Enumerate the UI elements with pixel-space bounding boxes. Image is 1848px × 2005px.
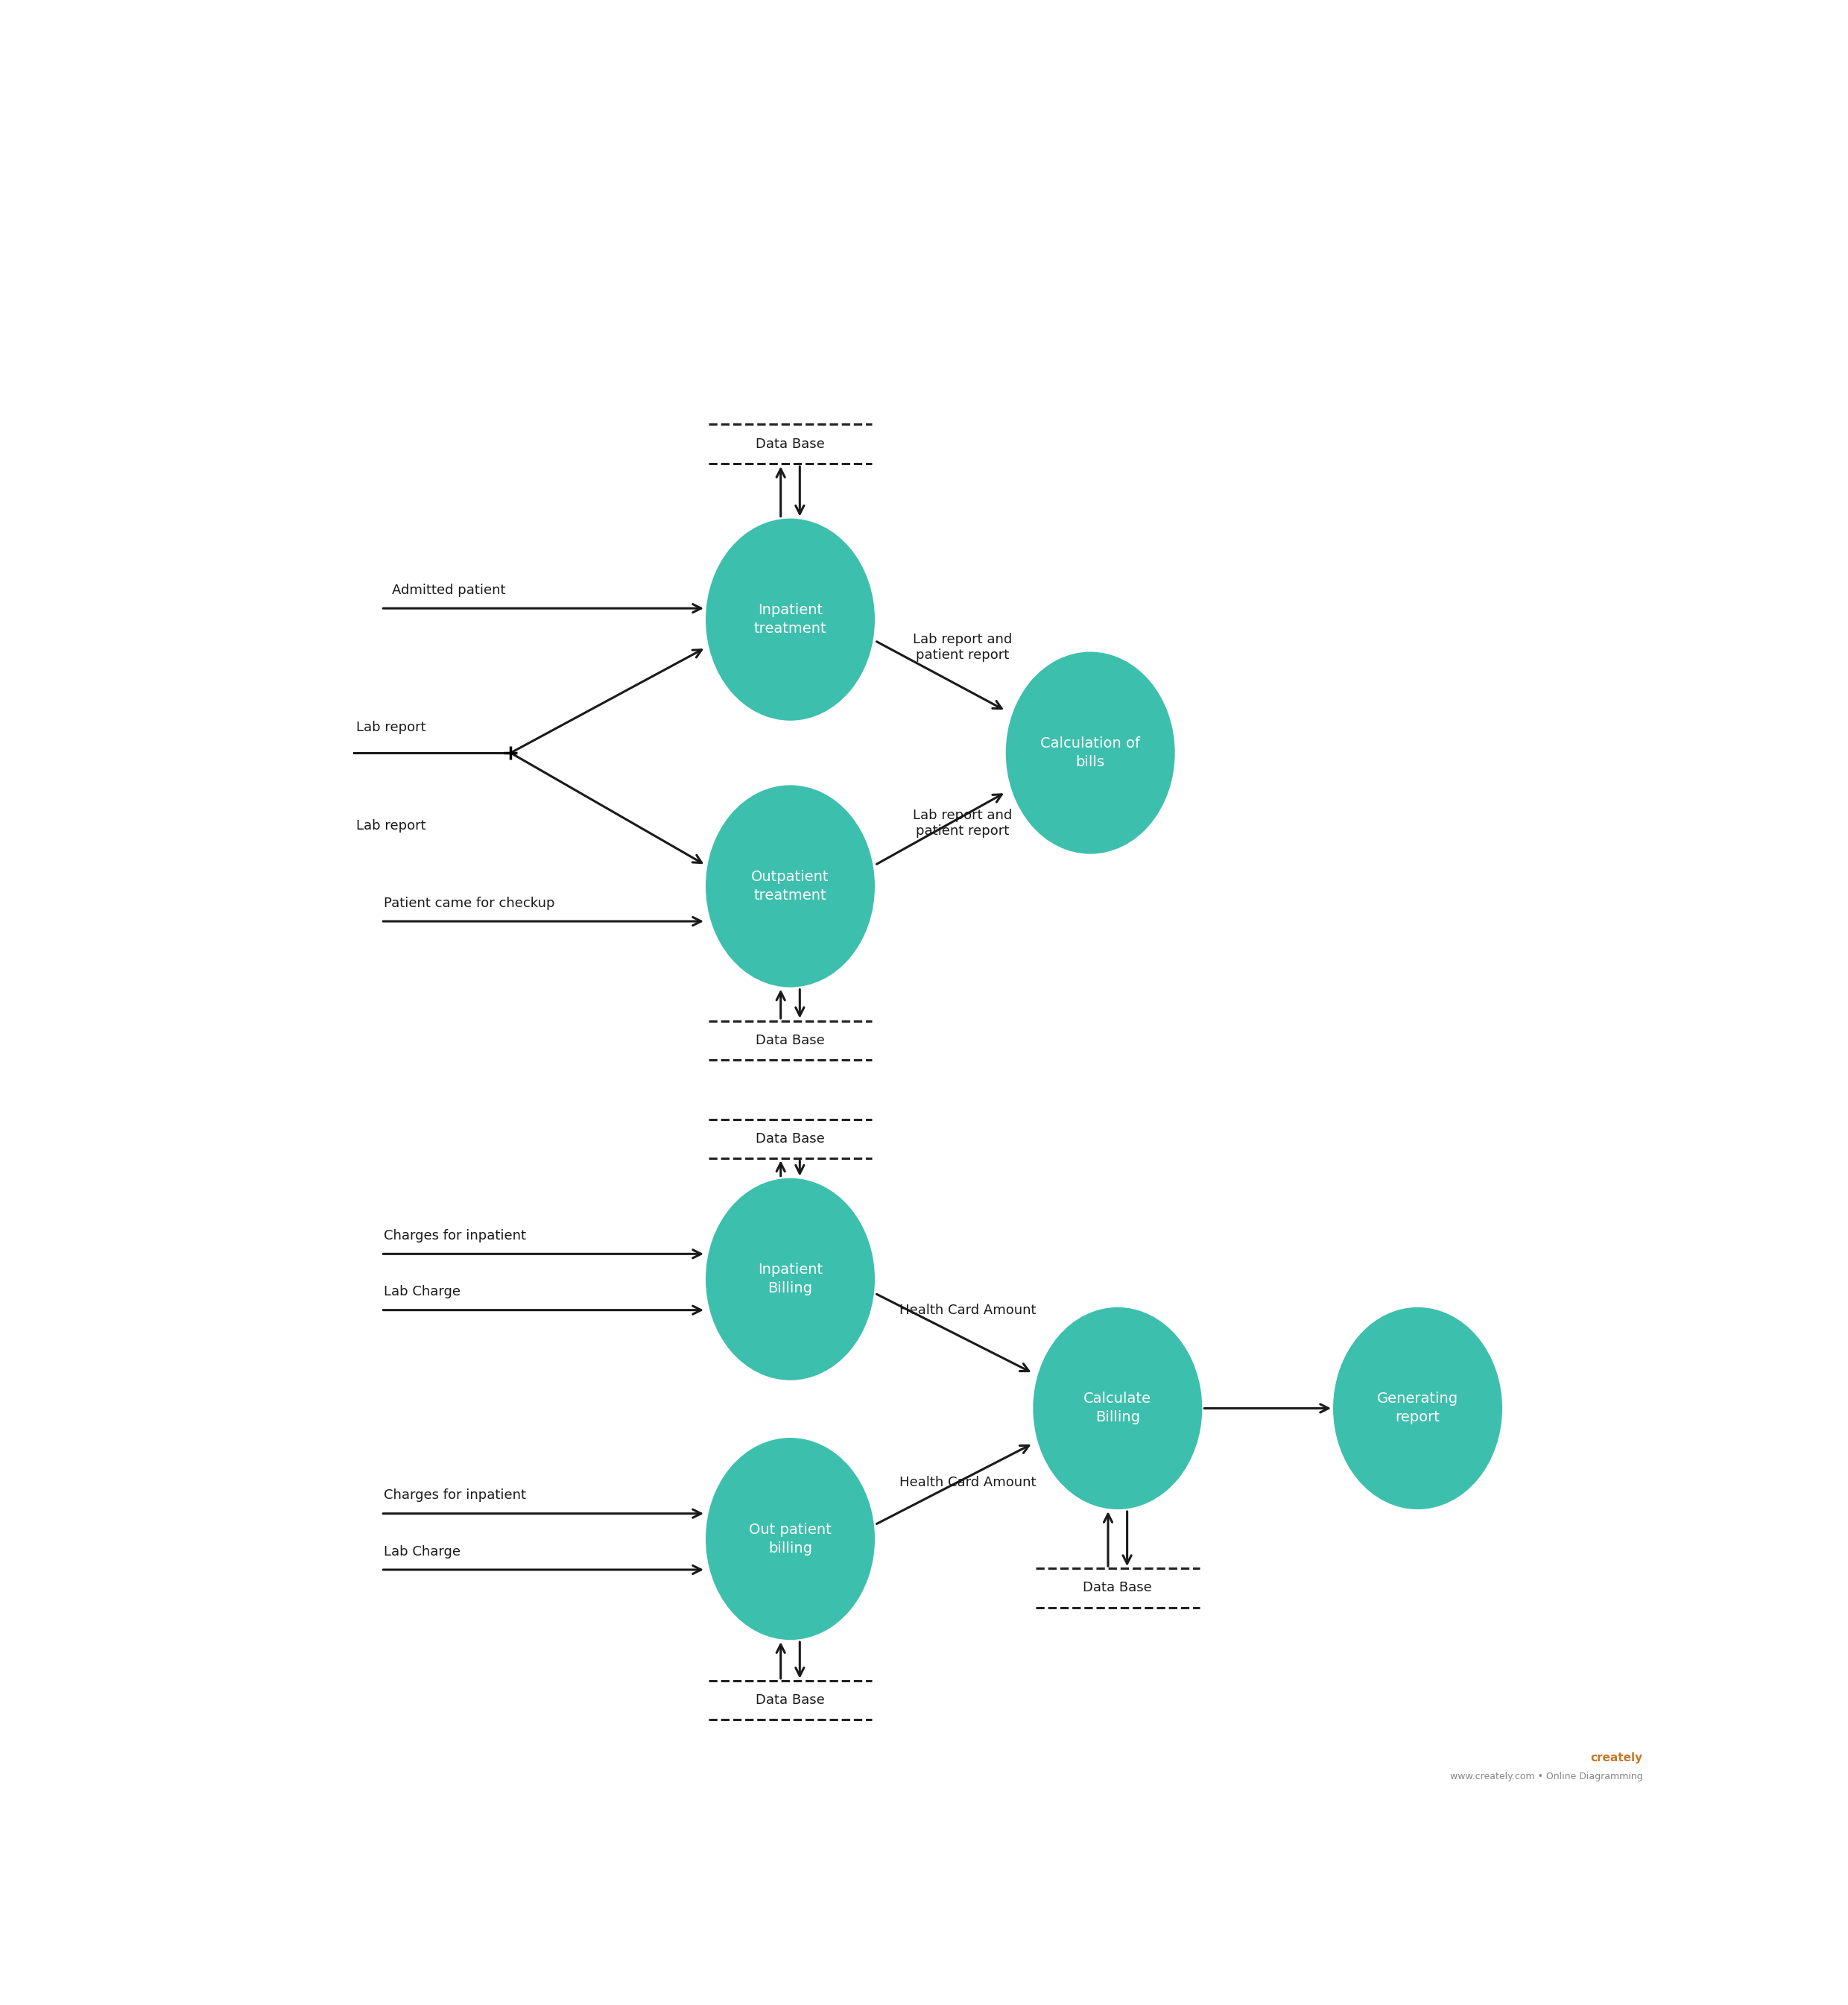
Text: Lab Charge: Lab Charge bbox=[384, 1285, 460, 1299]
Ellipse shape bbox=[1332, 1307, 1502, 1510]
Text: Health Card Amount: Health Card Amount bbox=[900, 1303, 1037, 1317]
Text: Lab report and
patient report: Lab report and patient report bbox=[913, 808, 1013, 838]
Text: Outpatient
treatment: Outpatient treatment bbox=[752, 870, 830, 902]
Text: Calculate
Billing: Calculate Billing bbox=[1083, 1391, 1151, 1426]
Text: Data Base: Data Base bbox=[756, 1035, 824, 1047]
Ellipse shape bbox=[1005, 652, 1175, 854]
Text: Patient came for checkup: Patient came for checkup bbox=[384, 896, 554, 910]
Text: Calculation of
bills: Calculation of bills bbox=[1040, 736, 1140, 770]
Text: www.creately.com • Online Diagramming: www.creately.com • Online Diagramming bbox=[1451, 1772, 1643, 1782]
Text: Inpatient
treatment: Inpatient treatment bbox=[754, 604, 826, 636]
Text: Data Base: Data Base bbox=[1083, 1582, 1151, 1594]
Text: creately: creately bbox=[1591, 1752, 1643, 1764]
Text: Lab report: Lab report bbox=[357, 722, 427, 734]
Text: Out patient
billing: Out patient billing bbox=[748, 1522, 832, 1556]
Text: Data Base: Data Base bbox=[756, 1694, 824, 1706]
Text: Lab report and
patient report: Lab report and patient report bbox=[913, 634, 1013, 662]
Text: Data Base: Data Base bbox=[756, 1133, 824, 1145]
Text: Charges for inpatient: Charges for inpatient bbox=[384, 1229, 527, 1243]
Text: Inpatient
Billing: Inpatient Billing bbox=[758, 1263, 822, 1295]
Text: Charges for inpatient: Charges for inpatient bbox=[384, 1488, 527, 1502]
Text: Data Base: Data Base bbox=[756, 437, 824, 451]
Text: Lab report: Lab report bbox=[357, 820, 427, 832]
Ellipse shape bbox=[706, 1438, 874, 1640]
Text: Lab Charge: Lab Charge bbox=[384, 1544, 460, 1558]
Ellipse shape bbox=[706, 1179, 874, 1379]
Text: Health Card Amount: Health Card Amount bbox=[900, 1476, 1037, 1490]
Ellipse shape bbox=[706, 519, 874, 720]
Text: Admitted patient: Admitted patient bbox=[392, 583, 506, 597]
Ellipse shape bbox=[706, 786, 874, 986]
Text: Generating
report: Generating report bbox=[1377, 1391, 1458, 1426]
Ellipse shape bbox=[1033, 1307, 1203, 1510]
